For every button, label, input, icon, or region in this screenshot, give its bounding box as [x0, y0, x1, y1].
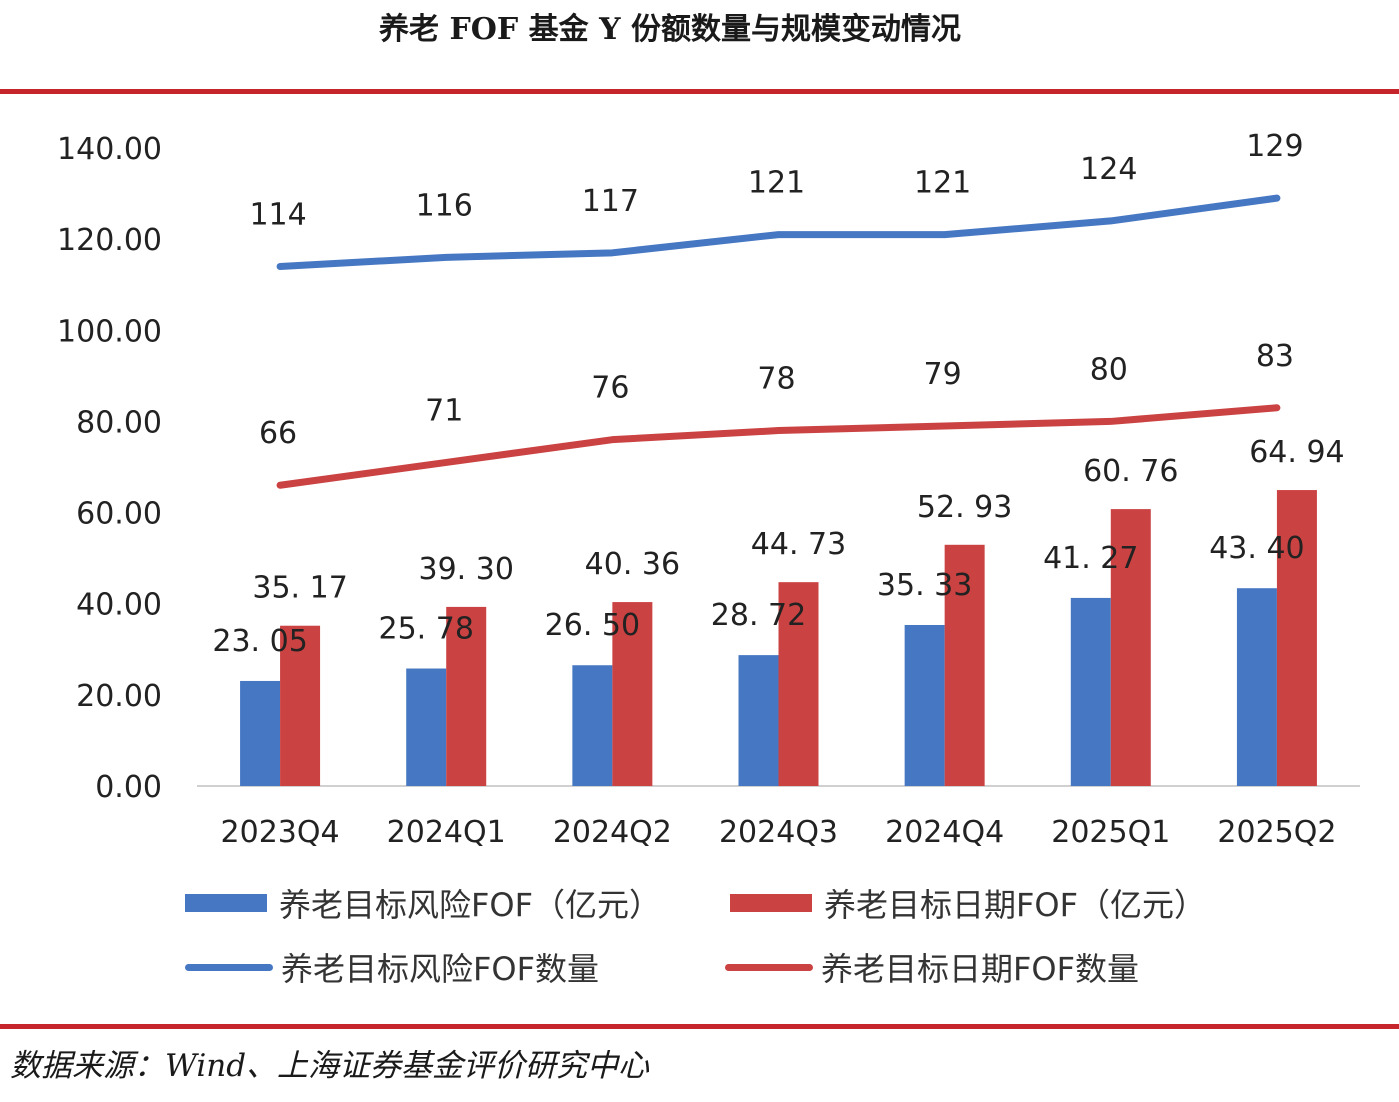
y-tick-label: 60.00: [76, 497, 162, 532]
bar-date-fof: [612, 602, 653, 786]
data-labels-layer: 23. 05 25. 78 26. 50 28. 72 35. 33 41. 27 43. …: [212, 129, 1344, 659]
legend-label: 养老目标日期FOF（亿元）: [824, 886, 1207, 924]
bar-risk-fof: [1070, 597, 1111, 786]
y-tick-label: 40.00: [76, 588, 162, 623]
x-tick-label: 2025Q1: [1051, 815, 1170, 850]
legend-swatch-red-bar: [730, 894, 812, 912]
bar-risk-fof: [572, 665, 613, 786]
data-label-risk-fof: 41. 27: [1043, 541, 1138, 576]
data-label-risk-count: 121: [748, 166, 805, 201]
data-label-date-fof: 40. 36: [585, 547, 680, 582]
x-tick-label: 2024Q4: [885, 815, 1004, 850]
line-risk-fof-count: [276, 194, 1281, 270]
data-label-date-fof: 60. 76: [1083, 454, 1178, 489]
data-label-risk-fof: 43. 40: [1209, 531, 1304, 566]
data-label-risk-fof: 25. 78: [379, 612, 474, 647]
data-label-date-fof: 52. 93: [917, 490, 1012, 525]
legend-label: 养老目标风险FOF（亿元）: [279, 886, 662, 924]
data-label-risk-fof: 26. 50: [545, 608, 640, 643]
data-label-risk-count: 121: [914, 166, 971, 201]
bars-layer: [240, 490, 1317, 786]
data-label-date-count: 78: [757, 362, 795, 397]
bar-date-fof: [446, 606, 487, 786]
legend-item-risk-fof-count: 养老目标风险FOF数量: [185, 944, 599, 990]
bar-date-fof: [280, 625, 321, 786]
data-label-risk-fof: 28. 72: [711, 598, 806, 633]
data-label-date-count: 71: [425, 393, 463, 428]
data-label-risk-count: 114: [249, 197, 306, 232]
bar-risk-fof: [904, 624, 945, 786]
legend-label: 养老目标日期FOF数量: [821, 950, 1140, 988]
bar-date-fof: [778, 582, 819, 786]
legend-item-date-fof-aum: 养老目标日期FOF（亿元）: [730, 880, 1206, 926]
y-tick-label: 80.00: [76, 405, 162, 440]
data-label-risk-fof: 35. 33: [877, 568, 972, 603]
y-tick-label: 0.00: [95, 770, 162, 805]
y-tick-label: 120.00: [57, 223, 162, 258]
source-note: 数据来源：Wind、上海证券基金评价研究中心: [10, 1048, 650, 1084]
bottom-divider: [0, 1024, 1399, 1029]
legend-swatch-blue-bar: [185, 894, 267, 912]
bar-risk-fof: [406, 668, 447, 786]
bar-risk-fof: [738, 655, 779, 786]
data-label-date-count: 76: [591, 371, 629, 406]
x-tick-label: 2024Q1: [387, 815, 506, 850]
data-label-date-fof: 39. 30: [419, 552, 514, 587]
chart-title: 养老 FOF 基金 Y 份额数量与规模变动情况: [379, 12, 961, 47]
bar-date-fof: [944, 544, 985, 786]
legend-item-date-fof-count: 养老目标日期FOF数量: [725, 944, 1139, 990]
data-label-risk-fof: 23. 05: [212, 624, 307, 659]
y-axis: 0.00 20.00 40.00 60.00 80.00 100.00 120.00 140.…: [57, 132, 162, 805]
x-tick-label: 2024Q2: [553, 815, 672, 850]
legend-swatch-blue-line: [185, 963, 273, 971]
legend-swatch-red-line: [725, 963, 813, 971]
data-label-date-fof: 35. 17: [252, 571, 347, 606]
x-axis: 2023Q4 2024Q1 2024Q2 2024Q3 2024Q4 2025Q1 2025…: [221, 815, 1337, 850]
data-label-risk-count: 124: [1080, 152, 1137, 187]
bar-date-fof: [1276, 490, 1317, 786]
x-tick-label: 2023Q4: [221, 815, 340, 850]
legend-item-risk-fof-aum: 养老目标风险FOF（亿元）: [185, 880, 661, 926]
bar-date-fof: [1110, 509, 1151, 786]
data-label-date-count: 79: [924, 357, 962, 392]
bar-risk-fof: [240, 680, 281, 786]
data-label-risk-count: 116: [416, 188, 473, 223]
x-tick-label: 2024Q3: [719, 815, 838, 850]
line-date-fof-count: [276, 404, 1281, 489]
data-label-date-count: 80: [1090, 352, 1128, 387]
data-label-date-count: 66: [259, 416, 297, 451]
x-tick-label: 2025Q2: [1217, 815, 1336, 850]
top-divider: [0, 89, 1399, 94]
y-tick-label: 20.00: [76, 679, 162, 714]
lines-layer: [276, 194, 1281, 489]
data-label-risk-count: 117: [582, 184, 639, 219]
data-label-date-fof: 44. 73: [751, 527, 846, 562]
legend-label: 养老目标风险FOF数量: [281, 950, 600, 988]
data-label-date-count: 83: [1256, 339, 1294, 374]
bar-risk-fof: [1236, 588, 1277, 786]
data-label-risk-count: 129: [1246, 129, 1303, 164]
y-tick-label: 100.00: [57, 314, 162, 349]
data-label-date-fof: 64. 94: [1249, 435, 1344, 470]
y-tick-label: 140.00: [57, 132, 162, 167]
